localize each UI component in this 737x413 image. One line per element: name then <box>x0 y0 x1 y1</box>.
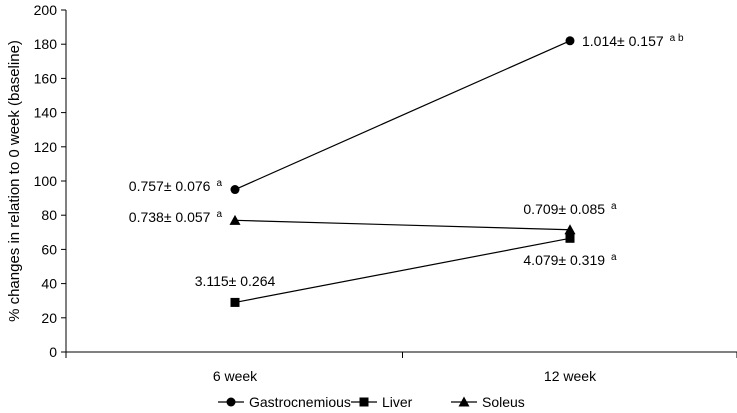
data-point-gastrocnemious <box>230 185 240 195</box>
legend-label-soleus: Soleus <box>482 394 525 410</box>
series-group <box>229 36 576 307</box>
x-tick-label: 6 week <box>213 368 258 384</box>
series-line-liver <box>234 237 571 303</box>
y-tick-label: 120 <box>34 139 58 155</box>
legend-marker-soleus <box>458 396 470 407</box>
legend-label-gastrocnemious: Gastrocnemious <box>249 394 351 410</box>
data-label-soleus: 0.738± 0.057 a <box>129 209 223 225</box>
legend-label-liver: Liver <box>382 394 413 410</box>
data-label-gastrocnemious: 0.757± 0.076 a <box>129 178 223 194</box>
data-label-superscript: a <box>216 209 222 220</box>
y-tick-label: 0 <box>49 344 57 360</box>
y-tick-label: 80 <box>41 207 57 223</box>
data-label-value: 0.757± 0.076 <box>129 178 211 194</box>
data-labels: 0.757± 0.076 a 1.014± 0.157 a b 3.115± 0.264… <box>129 33 684 289</box>
legend: Gastrocnemious Liver Soleus <box>218 394 525 410</box>
data-label-liver: 3.115± 0.264 <box>195 273 276 289</box>
data-label-gastrocnemious: 1.014± 0.157 a b <box>582 33 684 49</box>
series-line-gastrocnemious <box>234 40 571 191</box>
y-tick-label: 60 <box>41 241 57 257</box>
legend-marker-liver <box>359 397 369 407</box>
data-label-value: 3.115± 0.264 <box>195 273 276 289</box>
data-point-gastrocnemious <box>565 36 575 46</box>
y-tick-label: 160 <box>34 70 58 86</box>
data-label-value: 0.738± 0.057 <box>129 209 211 225</box>
data-label-superscript: a <box>611 201 617 212</box>
y-tick-label: 140 <box>34 105 58 121</box>
data-point-liver <box>230 297 240 307</box>
data-point-soleus <box>564 224 576 235</box>
y-axis-title: % changes in relation to 0 week (baselin… <box>6 40 23 322</box>
data-label-value: 4.079± 0.319 <box>523 252 605 268</box>
data-label-value: 0.709± 0.085 <box>523 201 605 217</box>
data-label-value: 1.014± 0.157 <box>582 33 664 49</box>
data-label-superscript: a <box>216 178 222 189</box>
data-label-soleus: 0.709± 0.085 a <box>523 201 617 217</box>
axes: 0 20 40 60 80 100 120 140 160 180 200 6 week 12 week… <box>6 2 737 384</box>
data-label-superscript: a <box>611 252 617 263</box>
y-tick-label: 180 <box>34 36 58 52</box>
data-label-superscript: a b <box>670 33 684 44</box>
data-label-liver: 4.079± 0.319 a <box>523 252 617 268</box>
y-tick-label: 100 <box>34 173 58 189</box>
series-line-soleus <box>234 219 571 231</box>
y-tick-label: 200 <box>34 2 58 18</box>
data-point-liver <box>565 233 575 243</box>
legend-marker-gastrocnemious <box>226 397 236 407</box>
x-tick-label: 12 week <box>544 368 597 384</box>
data-point-soleus <box>229 214 241 225</box>
y-tick-label: 20 <box>41 310 57 326</box>
y-tick-label: 40 <box>41 276 57 292</box>
